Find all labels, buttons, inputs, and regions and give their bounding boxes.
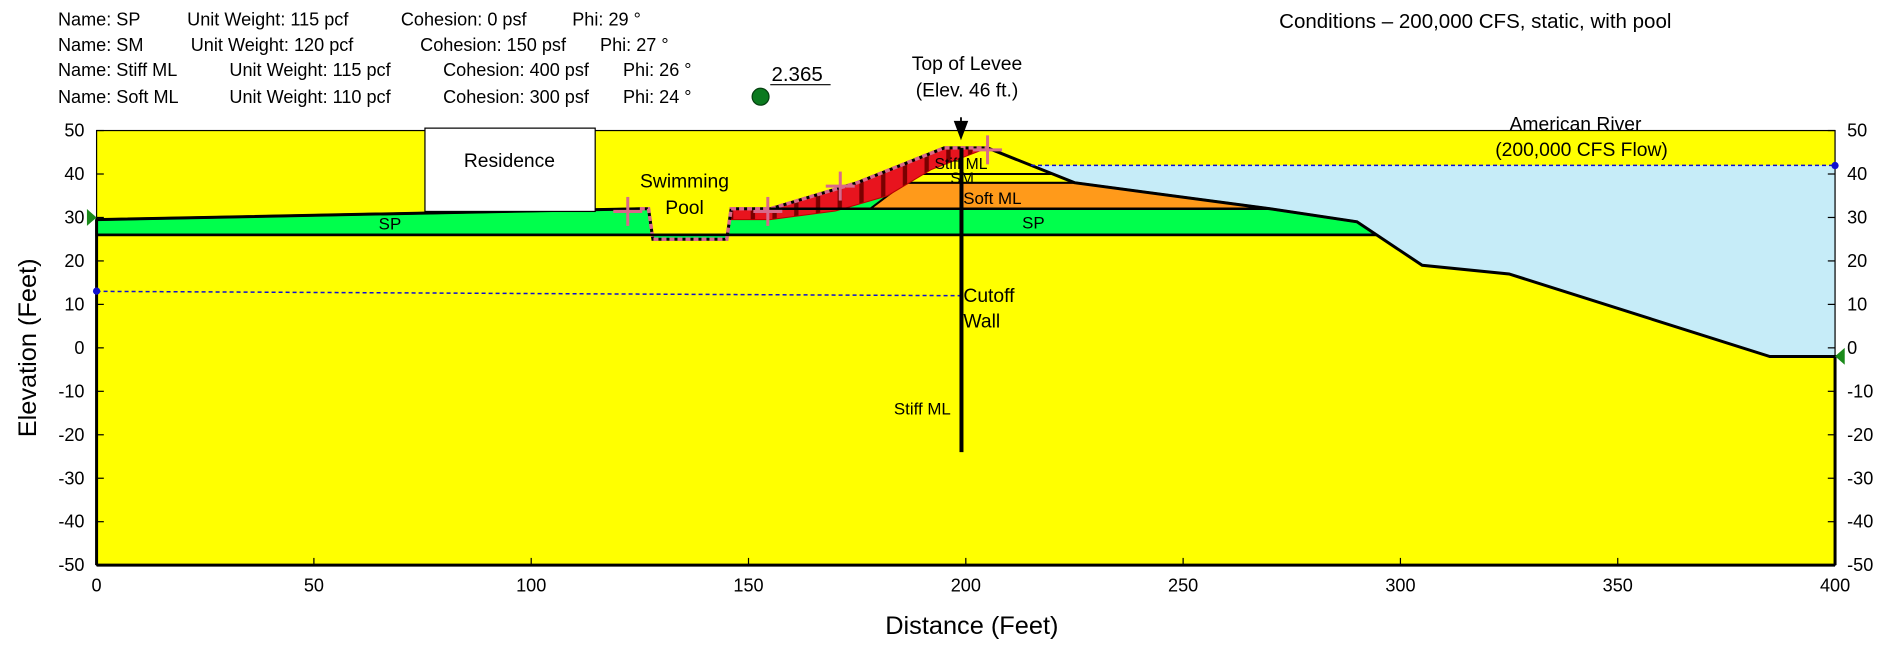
y-tick-label: 50 (1847, 121, 1867, 141)
layer-label: Stiff ML (894, 399, 951, 418)
residence-label: Residence (464, 151, 555, 172)
river-label: (200,000 CFS Flow) (1495, 140, 1668, 161)
wall-label: Cutoff (963, 286, 1015, 307)
y-tick-label: 10 (64, 294, 84, 314)
x-axis-title: Distance (Feet) (885, 612, 1058, 640)
slip-surface (640, 148, 988, 239)
material-cohesion: Cohesion: 300 psf (443, 87, 590, 107)
conditions: Conditions – 200,000 CFS, static, with p… (1279, 10, 1671, 33)
x-tick-label: 200 (951, 576, 981, 596)
arrow-head (953, 120, 969, 141)
y-tick-label: 30 (1847, 208, 1867, 228)
river (1031, 165, 1836, 357)
material-phi: Phi: 29 ° (572, 10, 641, 30)
y-tick-label: 20 (64, 251, 84, 271)
y-tick-label: 40 (1847, 164, 1867, 184)
material-unit-weight: Unit Weight: 120 pcf (191, 35, 355, 55)
layer-label: SP (1022, 213, 1045, 232)
layer-label: Soft ML (963, 189, 1021, 208)
layer-label: SM (950, 171, 974, 188)
y-tick-label: -10 (58, 381, 84, 401)
layer-label: Stiff ML (935, 156, 988, 173)
residence (424, 127, 596, 213)
material-unit-weight: Unit Weight: 110 pcf (229, 87, 391, 107)
y-tick-label: -30 (1847, 468, 1873, 488)
material-unit-weight: Unit Weight: 115 pcf (187, 10, 349, 30)
x-tick-label: 0 (92, 576, 102, 596)
y-tick-label: -30 (58, 468, 84, 488)
y-tick-label: -50 (1847, 555, 1873, 575)
y-tick-label: -40 (1847, 512, 1873, 532)
x-tick-label: 300 (1385, 576, 1415, 596)
y-tick-label: 30 (64, 208, 84, 228)
wall-label: Wall (963, 311, 1000, 332)
y-tick-label: -50 (58, 555, 84, 575)
material-phi: Phi: 26 ° (623, 60, 692, 80)
layer-label: SP (379, 215, 402, 234)
y-tick-label: 40 (64, 164, 84, 184)
x-tick-label: 400 (1820, 576, 1850, 596)
factor-of-safety: 2.365 (771, 63, 822, 86)
y-tick-label: -40 (58, 512, 84, 532)
material-cohesion: Cohesion: 0 psf (401, 10, 528, 30)
material-name: Name: Stiff ML (58, 60, 177, 80)
sm-layer (905, 174, 1075, 183)
x-tick-label: 150 (733, 576, 763, 596)
material-phi: Phi: 24 ° (623, 87, 692, 107)
y-axis-title: Elevation (Feet) (14, 258, 42, 437)
x-tick-label: 100 (516, 576, 546, 596)
material-cohesion: Cohesion: 400 psf (443, 60, 590, 80)
y-tick-label: 10 (1847, 294, 1867, 314)
material-name: Name: Soft ML (58, 87, 179, 107)
levee-label: Top of Levee (912, 54, 1023, 75)
boundary-marker (86, 209, 97, 226)
y-tick-label: 50 (64, 121, 84, 141)
y-tick-label: 20 (1847, 251, 1867, 271)
x-tick-label: 350 (1603, 576, 1633, 596)
y-tick-label: -20 (1847, 425, 1873, 445)
y-tick-label: 0 (74, 338, 84, 358)
river-label: American River (1510, 115, 1642, 136)
levee-label: (Elev. 46 ft.) (916, 81, 1019, 102)
material-phi: Phi: 27 ° (600, 35, 669, 55)
material-name: Name: SM (58, 35, 143, 55)
x-tick-label: 250 (1168, 576, 1198, 596)
y-tick-label: 0 (1847, 338, 1857, 358)
y-tick-label: -20 (58, 425, 84, 445)
y-tick-label: -10 (1847, 381, 1873, 401)
material-unit-weight: Unit Weight: 115 pcf (229, 60, 391, 80)
slip-center (751, 87, 770, 106)
crosses (613, 135, 1003, 226)
pool-label: Pool (665, 198, 704, 219)
water-point (1831, 161, 1839, 170)
x-tick-label: 50 (304, 576, 324, 596)
water-point (92, 287, 101, 295)
material-name: Name: SP (58, 10, 140, 30)
boundary-marker (1835, 347, 1845, 365)
material-cohesion: Cohesion: 150 psf (420, 35, 567, 55)
pool-label: Swimming (640, 171, 729, 192)
